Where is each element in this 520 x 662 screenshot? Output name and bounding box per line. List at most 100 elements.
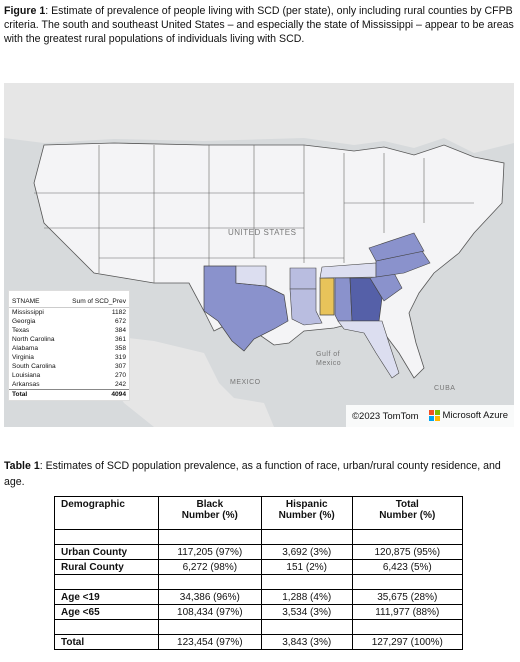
cell-hispanic: 3,534 (3%) xyxy=(260,604,353,620)
legend-value: 307 xyxy=(114,363,126,370)
state-louisiana xyxy=(289,288,323,326)
canada-landmass xyxy=(4,83,514,153)
legend-state: North Carolina xyxy=(12,336,55,343)
legend-row[interactable]: Alabama 358 xyxy=(9,344,129,353)
cuba-label: CUBA xyxy=(434,385,456,392)
prevalence-table: Demographic Black Number (%) Hispanic Nu… xyxy=(54,496,464,650)
state-mississippi xyxy=(319,277,335,316)
us-prevalence-map[interactable]: UNITED STATES Gulf of Mexico MEXICO CUBA… xyxy=(4,83,514,427)
cell-total xyxy=(351,574,464,590)
table-row: Total 123,454 (97%) 3,843 (3%) 127,297 (100… xyxy=(54,634,464,650)
state-florida xyxy=(337,320,400,379)
table-label: Table 1 xyxy=(4,460,40,472)
cell-label xyxy=(54,529,159,545)
cell-total: 6,423 (5%) xyxy=(351,559,464,575)
legend-value: 242 xyxy=(114,381,126,388)
mexico-landmass xyxy=(84,333,274,427)
map-canvas xyxy=(4,83,514,427)
cell-label: Rural County xyxy=(54,559,159,575)
cell-black xyxy=(157,619,262,635)
figure-caption-text: : Estimate of prevalence of people livin… xyxy=(4,5,514,45)
mexico-label: MEXICO xyxy=(230,379,261,386)
cell-label xyxy=(54,619,159,635)
legend-state: Louisiana xyxy=(12,372,41,379)
cell-total xyxy=(351,529,464,545)
cell-hispanic xyxy=(260,574,353,590)
state-oklahoma xyxy=(235,265,267,287)
map-provider: Microsoft Azure xyxy=(428,410,508,422)
table-row xyxy=(54,574,464,590)
cell-black: 108,434 (97%) xyxy=(157,604,262,620)
legend-value: 384 xyxy=(114,327,126,334)
table-header-row: Demographic Black Number (%) Hispanic Nu… xyxy=(54,496,464,530)
cell-total xyxy=(351,619,464,635)
legend-value: 672 xyxy=(114,318,126,325)
cell-hispanic: 3,843 (3%) xyxy=(260,634,353,650)
gulf-label-line1: Gulf of xyxy=(316,351,341,358)
header-black: Black Number (%) xyxy=(157,496,262,530)
cell-total: 120,875 (95%) xyxy=(351,544,464,560)
map-attribution: ©2023 TomTom Microsoft Azure xyxy=(346,405,514,427)
legend-col-state[interactable]: STNAME xyxy=(12,298,40,305)
cell-black xyxy=(157,574,262,590)
state-alabama xyxy=(334,277,353,322)
cell-hispanic xyxy=(260,529,353,545)
table-row: Age <65 108,434 (97%) 3,534 (3%) 111,977 (8… xyxy=(54,604,464,620)
legend-header: STNAME Sum of SCD_Prev xyxy=(9,291,129,308)
legend-row[interactable]: Virginia 319 xyxy=(9,353,129,362)
prevalence-legend-table[interactable]: STNAME Sum of SCD_Prev Mississippi 1182 Ge… xyxy=(8,290,130,401)
legend-col-value[interactable]: Sum of SCD_Prev xyxy=(72,298,126,305)
legend-total-value: 4094 xyxy=(111,391,126,398)
cell-black xyxy=(157,529,262,545)
state-arkansas xyxy=(289,267,317,290)
state-virginia xyxy=(368,232,425,262)
table-row xyxy=(54,619,464,635)
cell-hispanic: 151 (2%) xyxy=(260,559,353,575)
cell-label xyxy=(54,574,159,590)
cell-label: Age <19 xyxy=(54,589,159,605)
table-row: Age <19 34,386 (96%) 1,288 (4%) 35,675 (28%… xyxy=(54,589,464,605)
header-total: Total Number (%) xyxy=(351,496,464,530)
microsoft-logo-icon xyxy=(428,410,440,422)
cell-label: Urban County xyxy=(54,544,159,560)
cell-hispanic: 3,692 (3%) xyxy=(260,544,353,560)
cell-total: 127,297 (100%) xyxy=(351,634,464,650)
cell-black: 34,386 (96%) xyxy=(157,589,262,605)
gulf-label-line2: Mexico xyxy=(316,360,342,367)
legend-row[interactable]: Mississippi 1182 xyxy=(9,308,129,317)
legend-value: 358 xyxy=(114,345,126,352)
cell-hispanic xyxy=(260,619,353,635)
cell-black: 117,205 (97%) xyxy=(157,544,262,560)
legend-state: Mississippi xyxy=(12,309,44,316)
legend-row[interactable]: North Carolina 361 xyxy=(9,335,129,344)
table-caption-text: : Estimates of SCD population prevalence… xyxy=(4,460,501,488)
legend-row[interactable]: Texas 384 xyxy=(9,326,129,335)
legend-row[interactable]: Georgia 672 xyxy=(9,317,129,326)
legend-state: Alabama xyxy=(12,345,39,352)
legend-row[interactable]: South Carolina 307 xyxy=(9,362,129,371)
figure-caption: Figure 1: Estimate of prevalence of peop… xyxy=(4,4,516,46)
legend-row[interactable]: Louisiana 270 xyxy=(9,371,129,380)
cell-black: 6,272 (98%) xyxy=(157,559,262,575)
legend-value: 270 xyxy=(114,372,126,379)
table-row xyxy=(54,529,464,545)
legend-rows: Mississippi 1182 Georgia 672 Texas 384 North C… xyxy=(9,308,129,389)
legend-state: Arkansas xyxy=(12,381,40,388)
table-row: Rural County 6,272 (98%) 151 (2%) 6,423 (5%… xyxy=(54,559,464,575)
header-demographic: Demographic xyxy=(54,496,159,530)
state-borders xyxy=(34,145,474,283)
legend-value: 361 xyxy=(114,336,126,343)
legend-value: 1182 xyxy=(111,309,126,316)
header-hispanic: Hispanic Number (%) xyxy=(260,496,353,530)
cell-label: Total xyxy=(54,634,159,650)
cell-label: Age <65 xyxy=(54,604,159,620)
legend-row[interactable]: Arkansas 242 xyxy=(9,380,129,389)
us-landmass xyxy=(33,142,505,379)
state-georgia xyxy=(349,277,383,322)
legend-state: Virginia xyxy=(12,354,34,361)
table-body: Urban County 117,205 (97%) 3,692 (3%) 120,8… xyxy=(54,529,464,650)
table-row: Urban County 117,205 (97%) 3,692 (3%) 120,8… xyxy=(54,544,464,560)
cell-hispanic: 1,288 (4%) xyxy=(260,589,353,605)
figure-label: Figure 1 xyxy=(4,5,46,17)
map-copyright: ©2023 TomTom xyxy=(352,410,419,422)
